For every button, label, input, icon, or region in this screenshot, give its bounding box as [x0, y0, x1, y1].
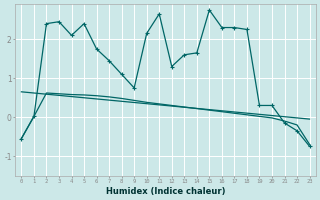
- X-axis label: Humidex (Indice chaleur): Humidex (Indice chaleur): [106, 187, 225, 196]
